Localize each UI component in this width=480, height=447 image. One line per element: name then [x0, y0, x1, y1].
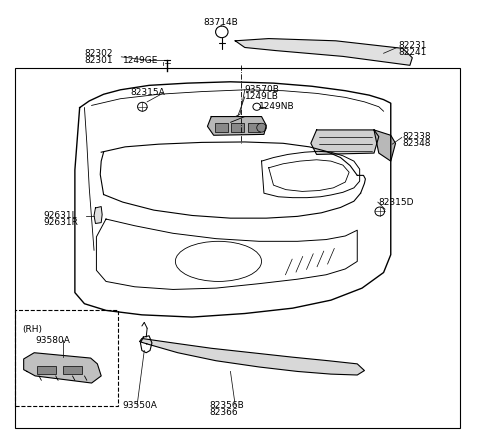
Text: 93580A: 93580A: [35, 336, 70, 345]
Text: 82348: 82348: [403, 139, 431, 148]
Polygon shape: [94, 207, 102, 224]
Bar: [36, 366, 56, 374]
Polygon shape: [207, 117, 266, 135]
Text: 82301: 82301: [84, 56, 113, 65]
Text: 82302: 82302: [84, 49, 113, 58]
Text: 83714B: 83714B: [204, 17, 238, 26]
Text: 82315D: 82315D: [379, 198, 414, 207]
Text: 82356B: 82356B: [209, 401, 244, 410]
Polygon shape: [235, 38, 412, 65]
Polygon shape: [311, 130, 379, 154]
Text: 1249LB: 1249LB: [245, 93, 279, 101]
Bar: [15, 310, 118, 406]
Bar: [63, 366, 82, 374]
Text: (RH): (RH): [22, 325, 42, 334]
Circle shape: [257, 123, 266, 132]
Text: 93550A: 93550A: [123, 401, 157, 410]
Text: 82315A: 82315A: [130, 89, 165, 97]
Text: 92631L: 92631L: [44, 211, 77, 220]
Polygon shape: [374, 130, 396, 161]
Text: 1249GE: 1249GE: [123, 56, 158, 65]
Text: 1249NB: 1249NB: [259, 102, 295, 111]
Bar: [231, 123, 244, 132]
Text: 82231: 82231: [398, 41, 426, 50]
Text: 82338: 82338: [403, 132, 432, 141]
Bar: [215, 123, 228, 132]
Text: 93570B: 93570B: [245, 85, 280, 94]
Text: 82366: 82366: [209, 408, 238, 417]
Bar: [248, 123, 260, 132]
Text: 82241: 82241: [398, 48, 426, 57]
Polygon shape: [24, 353, 101, 383]
Text: 92631R: 92631R: [44, 218, 79, 227]
Polygon shape: [140, 338, 364, 375]
Bar: [15, 67, 460, 429]
